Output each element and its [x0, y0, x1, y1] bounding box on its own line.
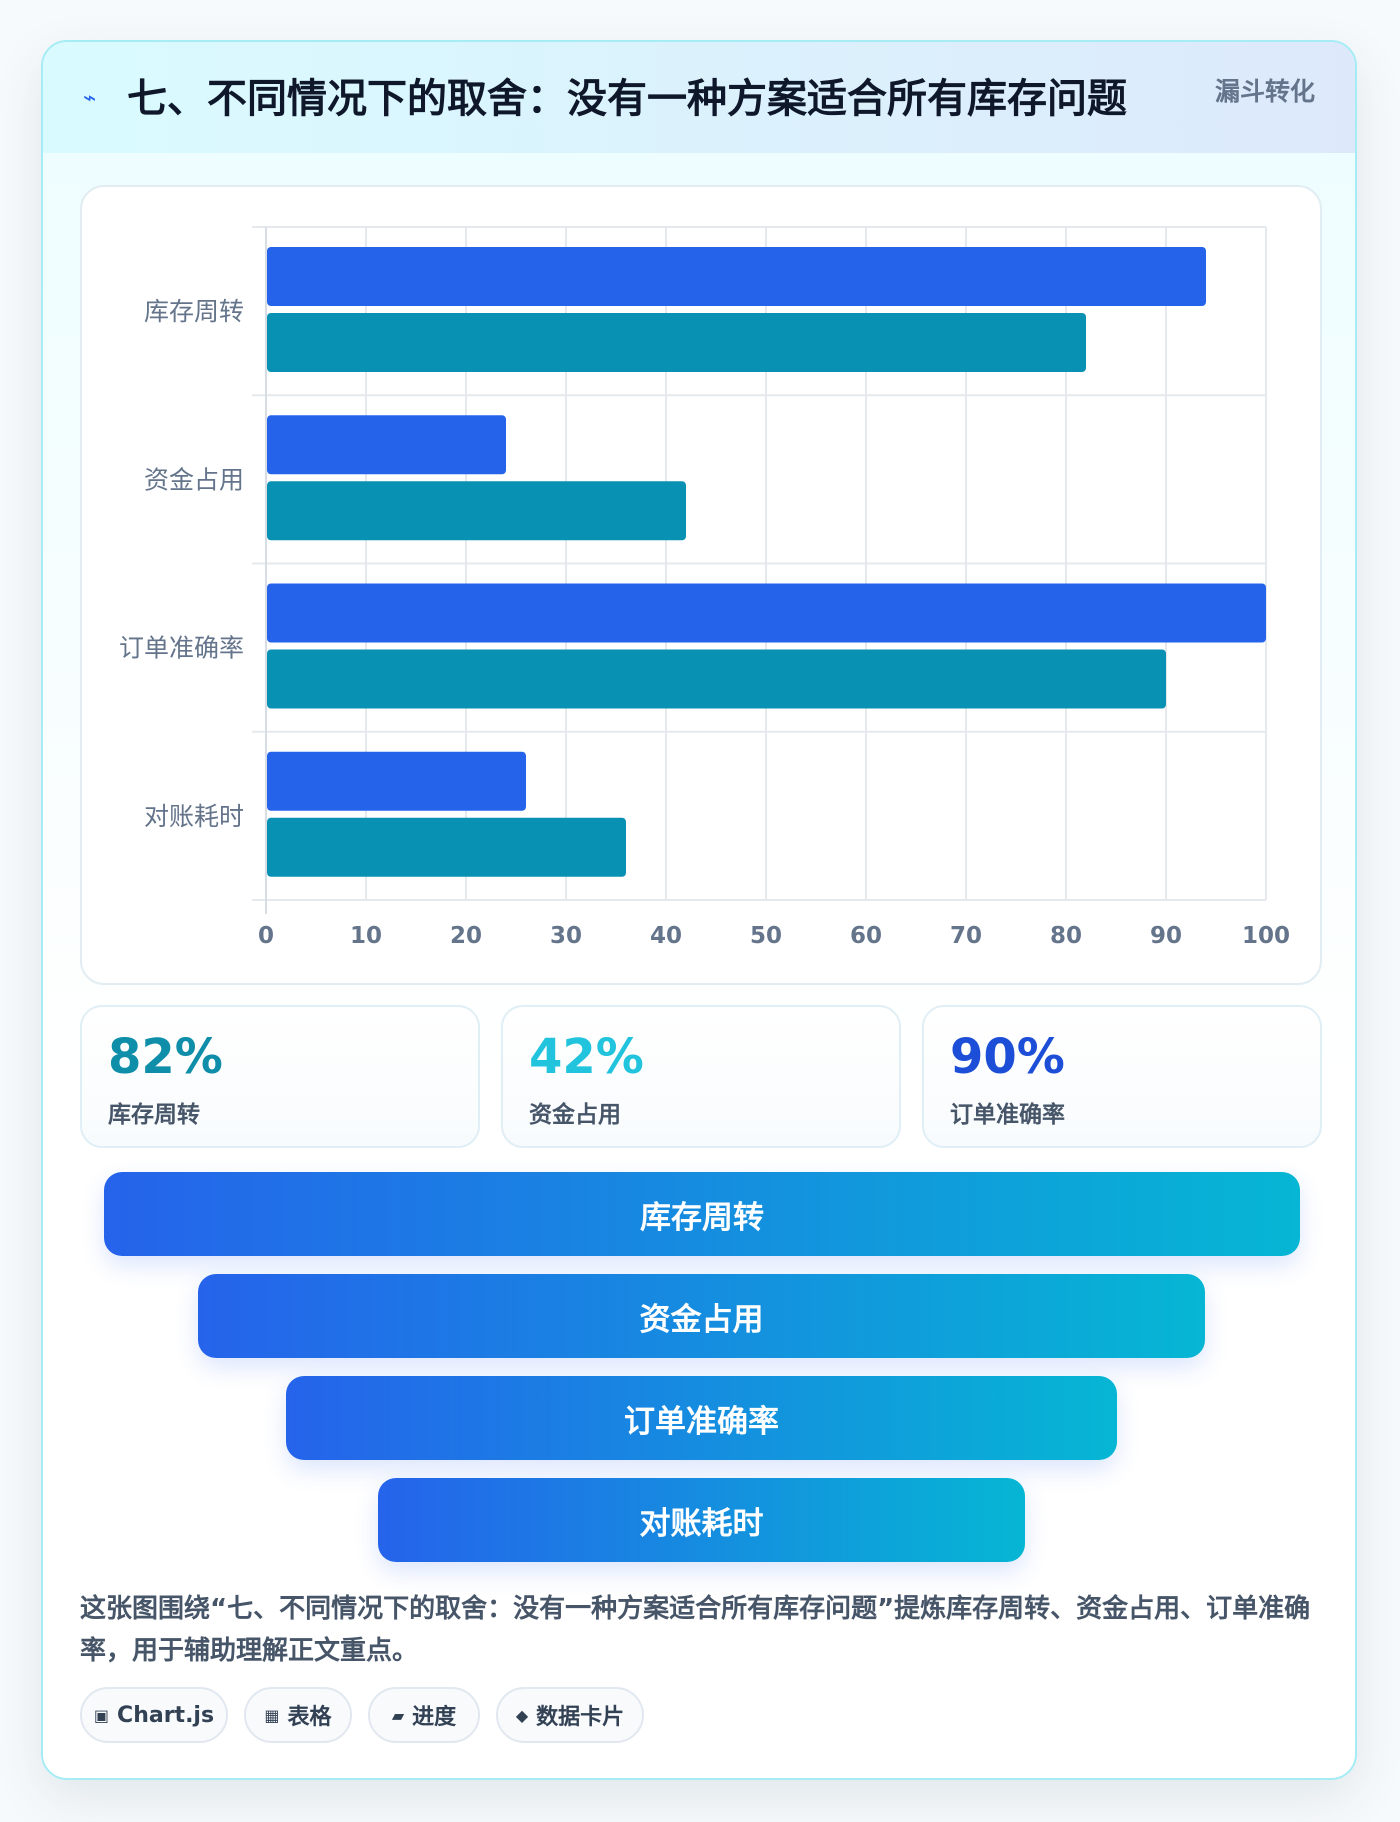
- x-tick-label: 70: [950, 923, 982, 949]
- x-tick-label: 20: [450, 923, 482, 949]
- x-tick-label: 10: [350, 923, 382, 949]
- page-title: 七、不同情况下的取舍：没有一种方案适合所有库存问题: [127, 76, 1127, 122]
- chip-table[interactable]: ▦ 表格: [244, 1687, 352, 1743]
- funnel: 库存周转 资金占用 订单准确率 对账耗时: [43, 1172, 1355, 1592]
- bar-2-1: [267, 313, 1086, 372]
- stat-label: 库存周转: [108, 1102, 200, 1128]
- stat-value: 90%: [950, 1029, 1065, 1085]
- chart-panel: 库存周转资金占用订单准确率对账耗时 0 10 20 30 40 50 60 70 80 90 100: [80, 185, 1322, 985]
- chip-label: 进度: [412, 1705, 457, 1730]
- stat-value: 82%: [108, 1029, 223, 1085]
- table-icon: ▦: [264, 1705, 280, 1725]
- category-label: 资金占用: [144, 465, 244, 494]
- main-card: ⌁ 七、不同情况下的取舍：没有一种方案适合所有库存问题 漏斗转化 库存周转资金占…: [41, 40, 1357, 1780]
- bar-2-4: [267, 817, 626, 877]
- category-label: 对账耗时: [144, 802, 244, 831]
- x-tick-label: 90: [1150, 923, 1182, 949]
- chip-label: Chart.js: [117, 1702, 215, 1728]
- chip-data-cards[interactable]: ◆ 数据卡片: [496, 1687, 644, 1743]
- x-tick-label: 50: [750, 923, 782, 949]
- funnel-stage: 库存周转: [104, 1172, 1300, 1256]
- stat-card: 90% 订单准确率: [922, 1005, 1322, 1148]
- chip-progress[interactable]: ▰ 进度: [368, 1687, 480, 1743]
- diamond-icon: ◆: [515, 1705, 529, 1725]
- chart-icon: ▣: [93, 1705, 110, 1725]
- bar-1-2: [267, 415, 506, 475]
- bar-1-3: [267, 583, 1266, 643]
- stat-label: 订单准确率: [950, 1102, 1065, 1128]
- stat-cards: 82% 库存周转 42% 资金占用 90% 订单准确率: [80, 1005, 1322, 1148]
- stat-label: 资金占用: [529, 1102, 621, 1128]
- x-tick-label: 80: [1050, 923, 1082, 949]
- stat-value: 42%: [529, 1029, 644, 1085]
- bar-2-2: [267, 481, 686, 541]
- x-tick-label: 60: [850, 923, 882, 949]
- chip-label: 表格: [287, 1705, 332, 1730]
- x-tick-label: 40: [650, 923, 682, 949]
- x-tick-label: 30: [550, 923, 582, 949]
- funnel-stage: 资金占用: [198, 1274, 1205, 1358]
- chart-description: 这张图围绕“七、不同情况下的取舍：没有一种方案适合所有库存问题”提炼库存周转、资…: [80, 1594, 1311, 1666]
- chip-label: 数据卡片: [536, 1705, 625, 1730]
- stat-card: 42% 资金占用: [501, 1005, 901, 1148]
- bar-1-1: [267, 247, 1206, 306]
- bar-2-3: [267, 649, 1166, 709]
- category-label: 订单准确率: [119, 634, 244, 663]
- x-tick-label: 100: [1242, 923, 1290, 949]
- progress-icon: ▰: [391, 1705, 405, 1725]
- category-label: 库存周转: [144, 297, 244, 326]
- funnel-stage: 对账耗时: [378, 1478, 1025, 1562]
- lightning-icon: ⌁: [83, 86, 97, 111]
- funnel-stage: 订单准确率: [286, 1376, 1117, 1460]
- stat-card: 82% 库存周转: [80, 1005, 480, 1148]
- card-header: ⌁ 七、不同情况下的取舍：没有一种方案适合所有库存问题 漏斗转化: [43, 42, 1355, 153]
- bar-1-4: [267, 751, 526, 811]
- header-tag: 漏斗转化: [1214, 77, 1315, 106]
- x-tick-label: 0: [258, 923, 274, 949]
- chip-chartjs[interactable]: ▣ Chart.js: [80, 1687, 228, 1743]
